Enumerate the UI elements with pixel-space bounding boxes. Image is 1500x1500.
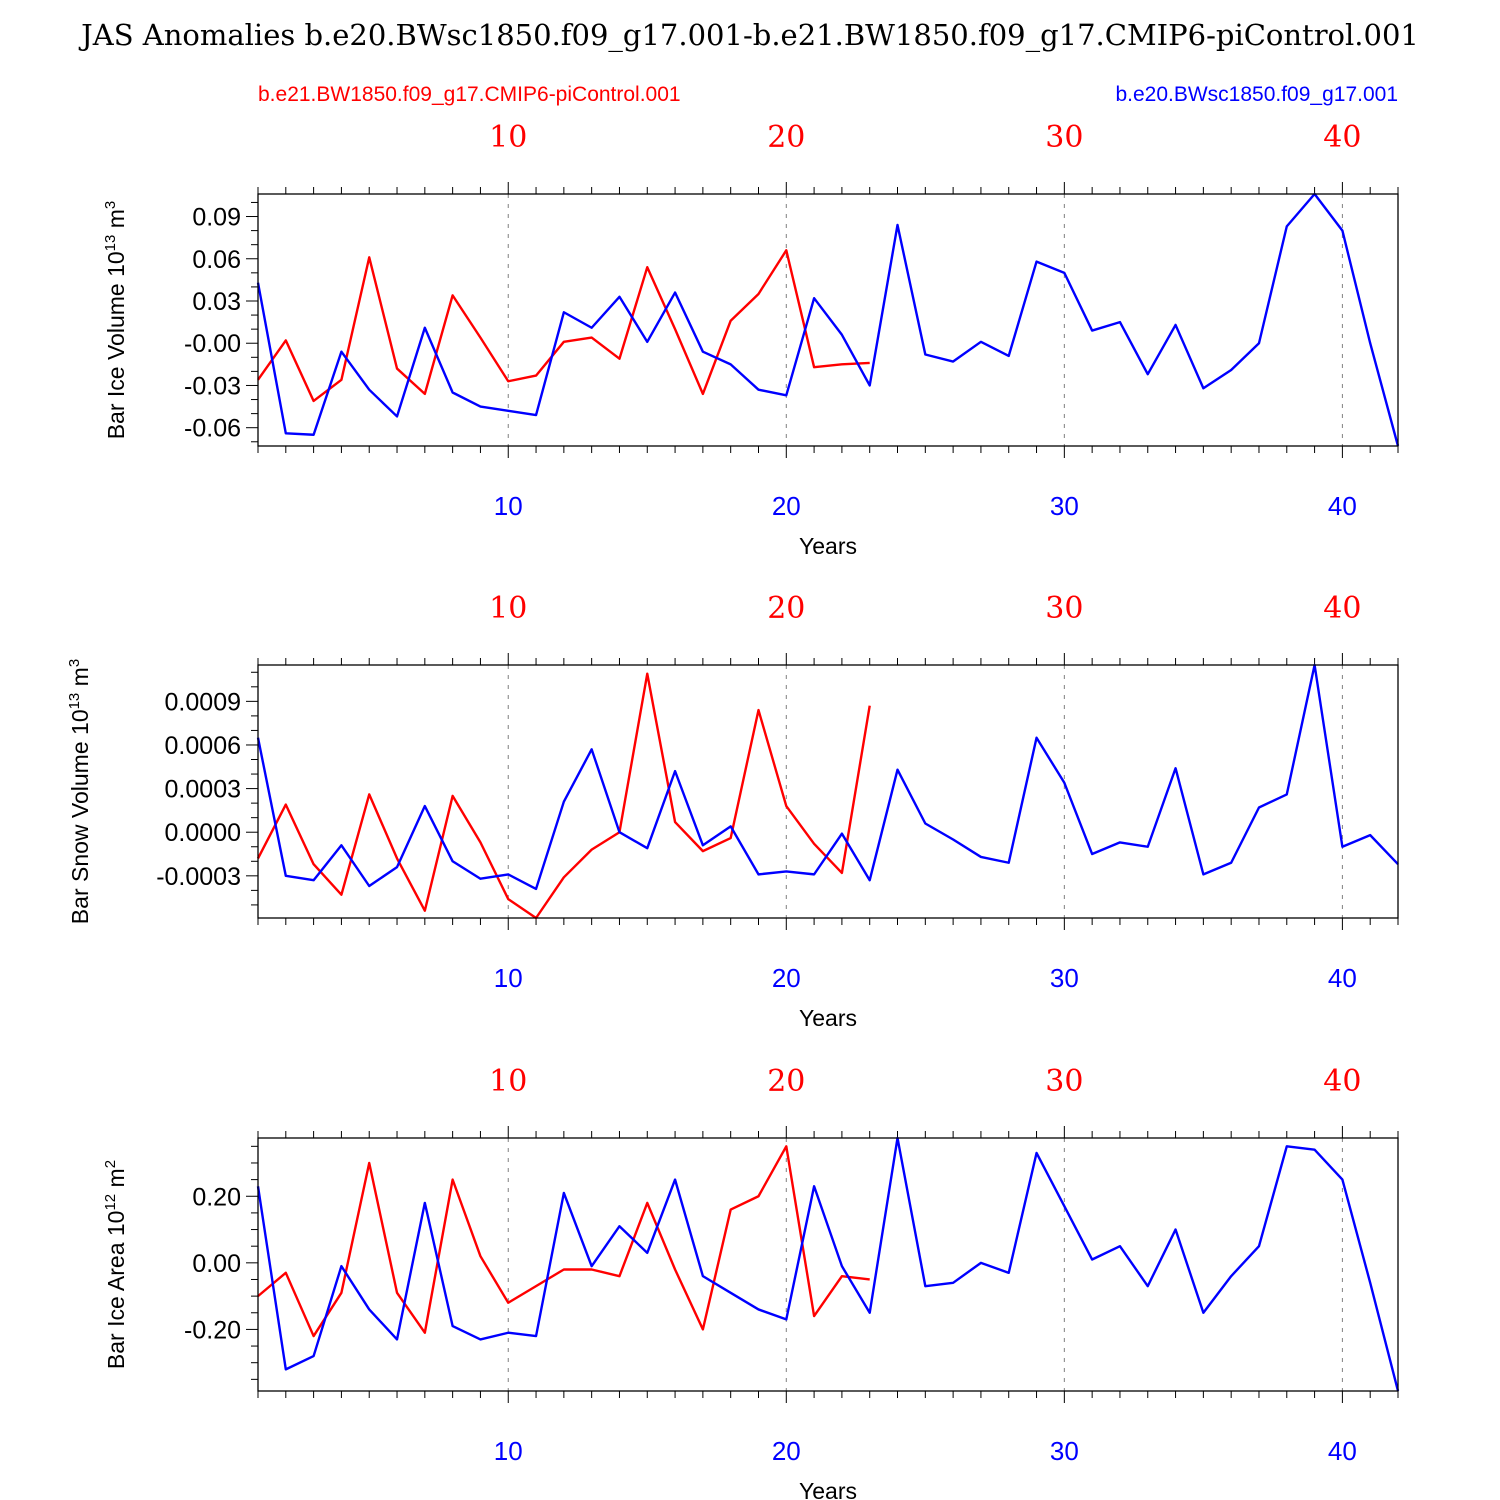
- x-tick-label-bottom: 20: [772, 491, 801, 521]
- plot-frame: [257, 664, 1399, 919]
- x-tick-label-bottom: 10: [494, 1436, 523, 1466]
- x-tick-label-top: 20: [767, 120, 805, 155]
- y-tick-label: -0.20: [184, 1316, 241, 1344]
- x-tick-label-bottom: 30: [1050, 963, 1079, 993]
- panel-1: 0.09 0.06 0.03 -0.00 -0.03 -0.06 10 20 30 40 10 20 3…: [102, 120, 1400, 559]
- x-tick-label-top: 40: [1323, 120, 1361, 155]
- x-tick-label-top: 40: [1323, 591, 1361, 626]
- plot-frame: [257, 193, 1399, 447]
- panel-3: 0.20 0.00 -0.20 10 20 30 40 10 20 30 40 Years Bar Ic…: [102, 1064, 1400, 1500]
- y-tick-label: 0.03: [192, 288, 241, 316]
- x-tick-label-top: 40: [1323, 1064, 1361, 1099]
- y-tick-label: -0.0003: [156, 863, 241, 891]
- y-axis-label-exponent: 13: [102, 235, 119, 252]
- y-axis-label-main: Bar Ice Volume 10: [103, 251, 129, 439]
- series-line-experiment: [256, 1136, 1400, 1392]
- x-tick-label-bottom: 10: [494, 963, 523, 993]
- series-line-experiment: [256, 192, 1400, 447]
- y-axis-label: Bar Ice Area 1012 m2: [102, 1160, 129, 1369]
- y-tick-label: -0.00: [184, 330, 241, 358]
- y-axis-label-unit-exponent: 3: [66, 659, 83, 667]
- y-axis-label: Bar Ice Volume 1013 m3: [102, 201, 129, 440]
- x-axis-label: Years: [799, 1478, 857, 1500]
- y-axis-label-exponent: 13: [66, 693, 83, 710]
- x-tick-label-top: 30: [1045, 120, 1083, 155]
- figure-title: JAS Anomalies b.e20.BWsc1850.f09_g17.001…: [78, 18, 1419, 53]
- y-axis-label-unit: m: [103, 1168, 129, 1194]
- y-tick-label: 0.0003: [165, 776, 241, 804]
- y-tick-label: 0.09: [192, 204, 241, 232]
- y-axis-label-main: Bar Snow Volume 10: [67, 709, 93, 924]
- x-tick-label-top: 20: [767, 591, 805, 626]
- y-axis-label-unit: m: [103, 209, 129, 235]
- x-tick-label-top: 10: [489, 1064, 527, 1099]
- x-axis-label: Years: [799, 1005, 857, 1031]
- x-tick-label-bottom: 30: [1050, 1436, 1079, 1466]
- plot-frame: [257, 1137, 1399, 1392]
- x-tick-label-top: 30: [1045, 591, 1083, 626]
- y-tick-label: 0.06: [192, 246, 241, 274]
- y-tick-label: 0.0000: [165, 819, 241, 847]
- y-axis-label-unit-exponent: 2: [102, 1160, 119, 1168]
- y-axis-label-exponent: 12: [102, 1194, 119, 1211]
- x-tick-label-top: 10: [489, 120, 527, 155]
- x-tick-label-bottom: 10: [494, 491, 523, 521]
- x-tick-label-top: 10: [489, 591, 527, 626]
- y-tick-label: 0.20: [192, 1183, 241, 1211]
- series-line-control: [257, 249, 870, 403]
- y-axis-label-unit-exponent: 3: [102, 201, 119, 209]
- series-line-control: [256, 672, 871, 920]
- panel-2: 0.0009 0.0006 0.0003 0.0000 -0.0003 10 20 30 40 1…: [66, 591, 1399, 1031]
- series-line-experiment: [256, 663, 1399, 891]
- legend-experiment-label: b.e20.BWsc1850.f09_g17.001: [1115, 83, 1398, 106]
- chart-panels: 0.09 0.06 0.03 -0.00 -0.03 -0.06 10 20 30 40 10 20 3…: [66, 120, 1400, 1500]
- y-axis-label-unit: m: [67, 667, 93, 693]
- x-tick-label-top: 20: [767, 1064, 805, 1099]
- x-tick-label-bottom: 40: [1328, 963, 1357, 993]
- x-tick-label-bottom: 20: [772, 963, 801, 993]
- x-tick-label-bottom: 30: [1050, 491, 1079, 521]
- legend-control-label: b.e21.BW1850.f09_g17.CMIP6-piControl.001: [258, 83, 681, 106]
- y-axis-label: Bar Snow Volume 1013 m3: [66, 659, 93, 924]
- series-line-control: [257, 1145, 870, 1338]
- x-tick-label-bottom: 40: [1328, 1436, 1357, 1466]
- y-tick-label: -0.03: [184, 372, 241, 400]
- y-tick-label: 0.0009: [165, 688, 241, 716]
- x-tick-label-bottom: 20: [772, 1436, 801, 1466]
- x-tick-label-top: 30: [1045, 1064, 1083, 1099]
- y-tick-label: 0.00: [192, 1250, 241, 1278]
- y-tick-label: -0.06: [184, 415, 241, 443]
- x-axis-label: Years: [799, 533, 857, 559]
- y-axis-label-main: Bar Ice Area 10: [103, 1211, 129, 1370]
- y-tick-label: 0.0006: [165, 732, 241, 760]
- x-tick-label-bottom: 40: [1328, 491, 1357, 521]
